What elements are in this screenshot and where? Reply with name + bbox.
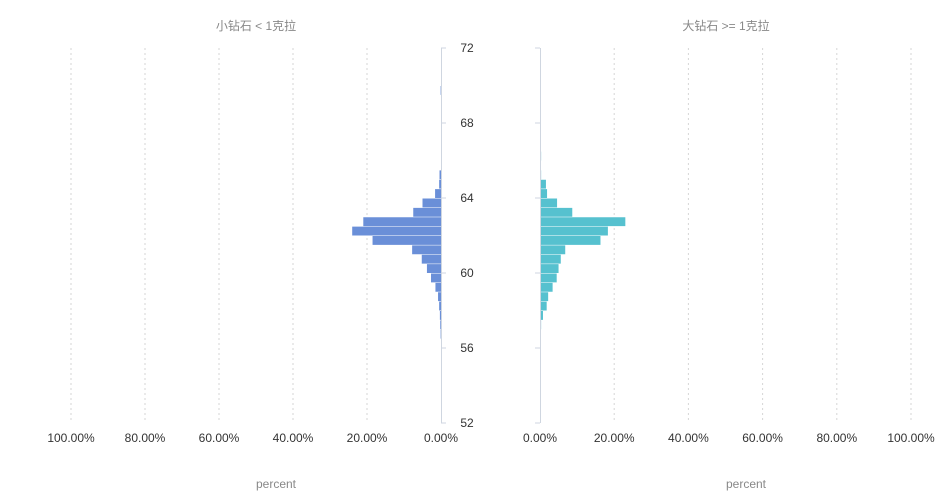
histogram-bar [439, 179, 441, 189]
histogram-bar [540, 236, 601, 245]
histogram-bar [540, 245, 566, 255]
histogram-bar [372, 236, 441, 245]
histogram-bar [439, 311, 441, 320]
x-tick-label: 20.00% [347, 431, 388, 445]
histogram-bar [540, 207, 573, 217]
x-axis-title: percent [256, 477, 297, 491]
y-tick-label: 52 [460, 416, 474, 430]
histogram-bar [438, 292, 441, 302]
histogram-bar [421, 254, 441, 264]
histogram-bar [352, 226, 441, 236]
y-tick-label: 64 [460, 191, 474, 205]
x-tick-label: 40.00% [273, 431, 314, 445]
histogram-bar [540, 282, 553, 292]
x-tick-label: 40.00% [668, 431, 709, 445]
histogram-bar [439, 170, 441, 180]
histogram-bar [540, 254, 561, 264]
y-tick-label: 60 [460, 266, 474, 280]
histogram-bar [540, 292, 549, 302]
histogram-bar [540, 179, 546, 189]
histogram-bar [540, 226, 608, 236]
histogram-bar [540, 311, 543, 320]
histogram-bar [435, 189, 441, 198]
histogram-bar [540, 264, 559, 273]
y-tick-label: 56 [460, 341, 474, 355]
histogram-bar [540, 189, 548, 198]
histogram-bar [412, 245, 441, 255]
histogram-bar [431, 273, 441, 283]
histogram-bar [426, 264, 441, 273]
x-tick-label: 60.00% [742, 431, 783, 445]
x-tick-label: 0.00% [424, 431, 458, 445]
histogram-bar [540, 301, 547, 311]
histogram-bar [435, 282, 441, 292]
panel-title: 小钻石 < 1克拉 [216, 18, 296, 33]
histogram-bar [540, 198, 558, 208]
histogram-bar [540, 217, 626, 227]
histogram-bar [439, 301, 441, 311]
histogram-bar [363, 217, 441, 227]
y-tick-label: 72 [460, 41, 474, 55]
x-axis-title: percent [726, 477, 767, 491]
x-tick-label: 100.00% [47, 431, 95, 445]
x-tick-label: 20.00% [594, 431, 635, 445]
x-tick-label: 0.00% [523, 431, 557, 445]
y-tick-label: 68 [460, 116, 474, 130]
histogram-bar [422, 198, 441, 208]
x-tick-label: 80.00% [816, 431, 857, 445]
histogram-bar [440, 320, 442, 330]
x-tick-label: 80.00% [125, 431, 166, 445]
histogram-bar [413, 207, 441, 217]
x-tick-label: 60.00% [199, 431, 240, 445]
panel-title: 大钻石 >= 1克拉 [682, 18, 769, 33]
histogram-bar [540, 273, 557, 283]
x-tick-label: 100.00% [887, 431, 935, 445]
